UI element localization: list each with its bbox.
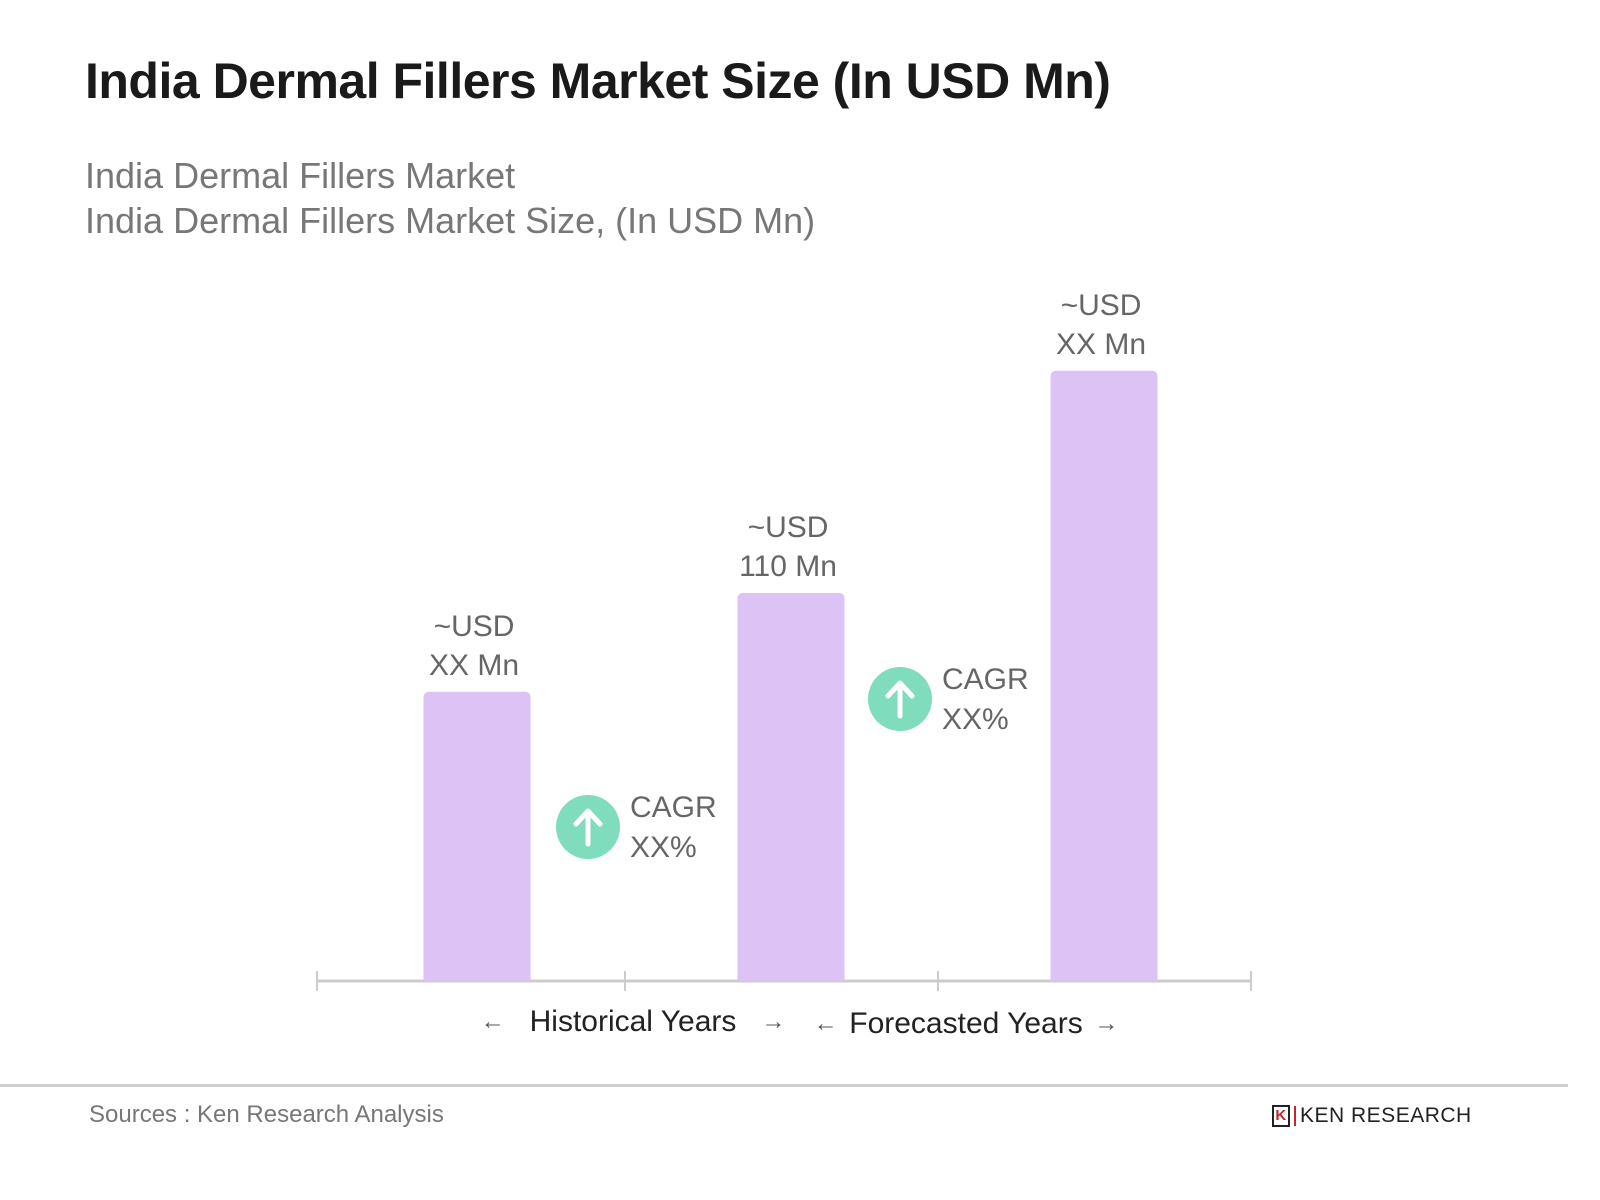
arrow-right-icon: → [761, 1008, 785, 1035]
arrow-left-icon: ← [481, 1008, 505, 1035]
axis-group-label: Historical Years [530, 1005, 737, 1038]
arrow-right-icon: → [1094, 1010, 1118, 1037]
logo-text: KEN RESEARCH [1300, 1104, 1472, 1127]
bar-label-line-1: ~USD [1061, 289, 1142, 322]
cagr-label: CAGR [942, 663, 1029, 696]
bar-label-line-1: ~USD [434, 610, 515, 643]
bar [737, 593, 845, 981]
cagr-label: CAGR [630, 791, 717, 824]
bar-label-line-2: 110 Mn [739, 550, 837, 583]
subtitle-line-2: India Dermal Fillers Market Size, (In US… [85, 200, 816, 241]
logo-separator [1294, 1106, 1296, 1126]
ken-research-logo: K KEN RESEARCH [1272, 1104, 1472, 1128]
page-title: India Dermal Fillers Market Size (In USD… [85, 53, 1111, 109]
axis-group-label: Forecasted Years [849, 1007, 1082, 1040]
bar-chart: ~USD XX Mn ~USD 110 Mn ~USD XX Mn CAGR XX% CAGR X… [316, 289, 1252, 1040]
subtitle-line-1: India Dermal Fillers Market [85, 155, 516, 196]
footer-divider [0, 1084, 1568, 1087]
logo-mark-icon: K [1272, 1105, 1290, 1127]
arrow-up-icon [885, 680, 915, 719]
source-note: Sources : Ken Research Analysis [89, 1101, 444, 1128]
bar [1050, 370, 1158, 981]
bar-label-line-2: XX Mn [1056, 328, 1146, 361]
bar [423, 691, 531, 981]
bar-label-line-2: XX Mn [429, 649, 519, 682]
arrow-up-icon [573, 808, 603, 847]
cagr-value: XX% [942, 703, 1009, 736]
bar-label-line-1: ~USD [748, 511, 829, 544]
arrow-left-icon: ← [814, 1010, 838, 1037]
cagr-value: XX% [630, 831, 697, 864]
